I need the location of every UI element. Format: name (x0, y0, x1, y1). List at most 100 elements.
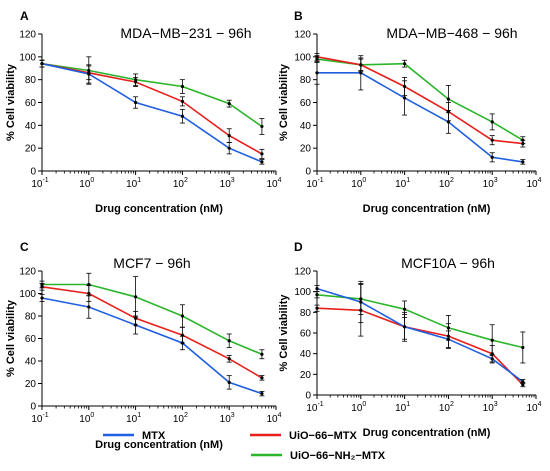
y-tick-label: 20 (300, 144, 312, 155)
series-mtx (314, 55, 526, 165)
y-tick-label: 80 (300, 75, 312, 86)
data-point (521, 142, 525, 146)
data-point (227, 146, 231, 150)
y-tick-label: 120 (294, 30, 311, 41)
data-point (227, 102, 231, 106)
data-point (260, 152, 264, 156)
y-tick-label: 0 (30, 167, 36, 178)
x-tick-label: 101 (395, 401, 410, 414)
data-point (260, 392, 264, 396)
data-point (490, 155, 494, 159)
data-point (40, 296, 44, 300)
data-point (87, 305, 91, 309)
chart-panels: A MDA−MB−231 − 96h 0 20 40 60 80 100 120 10-1 100 1… (5, 9, 542, 451)
x-axis-label: Drug concentration (nM) (363, 427, 491, 439)
y-tick-label: 0 (305, 167, 311, 178)
series-line (41, 297, 263, 395)
legend-label: MTX (142, 430, 166, 442)
data-point (260, 160, 264, 164)
y-tick-label: 40 (25, 121, 37, 132)
legend-label: UiO−66−NH₂−MTX (290, 450, 386, 462)
panel-title: MDA−MB−468 − 96h (386, 25, 517, 41)
data-point (180, 84, 184, 89)
data-point (87, 72, 91, 76)
series-uio-66-mtx (314, 284, 526, 388)
y-tick-label: 80 (25, 75, 37, 86)
data-point (490, 338, 494, 342)
data-point (359, 71, 363, 75)
data-point (521, 345, 525, 350)
data-point (490, 357, 494, 361)
series-line (317, 72, 523, 163)
panel-c: C MCF7 − 96h 0 20 40 60 80 100 120 10-1 100 101 102 1… (5, 240, 282, 451)
x-tick-label: 100 (79, 177, 94, 190)
data-point (227, 339, 231, 343)
y-tick-label: 20 (25, 379, 37, 390)
y-tick-label: 100 (294, 52, 311, 63)
data-point (403, 307, 407, 311)
x-tick-label: 101 (395, 177, 410, 190)
series-line (41, 62, 263, 163)
x-tick-label: 101 (126, 412, 141, 425)
x-axis-label: Drug concentration (nM) (363, 203, 491, 215)
y-tick-label: 20 (25, 144, 37, 155)
data-point (490, 120, 494, 124)
x-tick-label: 103 (220, 412, 235, 425)
data-point (134, 295, 138, 299)
series-line (41, 62, 263, 155)
data-point (260, 376, 264, 380)
series-uio-66-mtx (39, 59, 265, 159)
y-tick-label: 80 (300, 308, 312, 319)
x-tick-label: 104 (526, 177, 541, 190)
x-tick-label: 10-1 (306, 177, 323, 190)
y-tick-label: 100 (19, 52, 36, 63)
x-tick-label: 10-1 (31, 177, 48, 190)
data-point (359, 300, 363, 304)
y-tick-label: 100 (294, 287, 311, 298)
series-line (41, 286, 263, 379)
data-point (521, 160, 525, 164)
data-point (403, 325, 407, 329)
series-line (316, 294, 523, 349)
data-point (490, 138, 494, 142)
panel-a: A MDA−MB−231 − 96h 0 20 40 60 80 100 120 10-1 100 1… (5, 9, 282, 215)
legend: MTX UiO−66−MTX UiO−66−NH₂−MTX (103, 430, 386, 462)
data-point (260, 124, 264, 129)
x-tick-label: 102 (439, 177, 454, 190)
panel-title: MCF10A − 96h (401, 255, 495, 271)
x-tick-label: 100 (351, 177, 366, 190)
y-tick-label: 40 (300, 121, 312, 132)
series-line (316, 287, 524, 383)
legend-item: MTX (103, 430, 166, 442)
data-point (315, 293, 319, 297)
y-axis-label: % Cell viability (5, 299, 17, 377)
x-tick-label: 10-1 (306, 401, 323, 414)
x-axis-label: Drug concentration (nM) (95, 439, 223, 451)
data-point (40, 285, 44, 289)
y-tick-label: 100 (19, 289, 36, 300)
data-point (403, 62, 407, 66)
y-tick-label: 60 (300, 329, 312, 340)
y-tick-label: 60 (300, 98, 312, 109)
x-tick-label: 102 (173, 177, 188, 190)
data-point (315, 71, 319, 75)
panel-b: B MDA−MB−468 − 96h 0 20 40 60 80 100 120 10-1 100 1… (278, 9, 542, 215)
x-axis-label: Drug concentration (nM) (95, 203, 223, 215)
series-line (316, 56, 523, 145)
y-tick-label: 60 (25, 334, 37, 345)
series-line (41, 62, 263, 128)
x-tick-label: 100 (79, 412, 94, 425)
panel-title: MDA−MB−231 − 96h (120, 25, 251, 41)
series-uio-66-nh-mtx (314, 282, 526, 364)
x-tick-label: 103 (483, 177, 498, 190)
data-point (180, 114, 184, 118)
y-tick-label: 120 (19, 30, 36, 41)
panel-letter: D (294, 240, 303, 254)
data-point (521, 379, 525, 384)
series-mtx (39, 59, 265, 165)
x-tick-label: 102 (173, 412, 188, 425)
y-tick-label: 80 (25, 312, 37, 323)
y-axis-label: % Cell viability (278, 294, 290, 372)
